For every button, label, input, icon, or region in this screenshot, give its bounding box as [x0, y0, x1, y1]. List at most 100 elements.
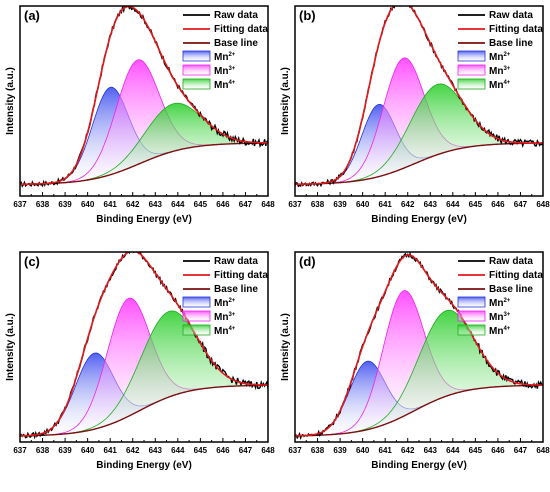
legend-mn3-label: Mn3+ — [214, 312, 236, 323]
x-tick-label: 638 — [311, 446, 325, 455]
legend-mn4-label: Mn4+ — [214, 326, 236, 337]
x-tick-label: 647 — [514, 446, 528, 455]
legend: Raw data Fitting data Base line Mn2+ Mn3+ Mn4… — [182, 256, 268, 337]
x-tick-label: 645 — [469, 446, 483, 455]
legend-raw-label: Raw data — [489, 10, 533, 21]
x-tick-label: 643 — [424, 200, 438, 209]
x-tick-label: 642 — [126, 200, 140, 209]
mn2-peak-area — [295, 361, 543, 436]
x-axis-title: Binding Energy (eV) — [96, 214, 192, 225]
xps-chart-svg: 637 638 639 640 641 642 643 644 645 646 647 648 Bind… — [280, 251, 550, 471]
xps-panel-a: 637 638 639 640 641 642 643 644 645 646 647 648 Bind… — [0, 0, 275, 246]
legend: Raw data Fitting data Base line Mn2+ Mn3+ Mn4… — [182, 10, 268, 91]
legend-mn4-label: Mn4+ — [489, 80, 511, 91]
mn2-peak-area — [20, 87, 268, 185]
x-tick-label: 645 — [469, 200, 483, 209]
x-tick-label: 647 — [514, 200, 528, 209]
mn4-peak-area — [20, 103, 268, 185]
legend-base-label: Base line — [214, 284, 258, 295]
x-tick-label: 640 — [356, 446, 370, 455]
legend-mn4-swatch — [182, 78, 211, 90]
legend-fit-label: Fitting data — [214, 24, 268, 35]
legend-mn3-swatch — [457, 64, 486, 76]
x-tick-label: 646 — [216, 446, 230, 455]
fitting-data-line — [295, 6, 543, 186]
x-tick-label: 644 — [171, 200, 185, 209]
y-axis-title: Intensity (a.u.) — [280, 67, 291, 135]
x-tick-label: 638 — [36, 200, 50, 209]
x-tick-label: 646 — [491, 446, 505, 455]
legend-mn2-swatch — [457, 296, 486, 308]
legend-mn4-label: Mn4+ — [489, 326, 511, 337]
legend-mn2-label: Mn2+ — [214, 298, 236, 309]
legend-mn2-label: Mn2+ — [489, 52, 511, 63]
panel-label: (b) — [299, 8, 316, 23]
x-tick-label: 648 — [536, 200, 550, 209]
legend-mn3-label: Mn3+ — [489, 312, 511, 323]
mn4-peak-area — [295, 83, 543, 185]
legend-mn3-label: Mn3+ — [214, 66, 236, 77]
mn4-peak-area — [295, 310, 543, 436]
legend-mn3-swatch — [182, 64, 211, 76]
x-tick-label: 637 — [13, 200, 27, 209]
fitting-data-line — [295, 254, 543, 437]
xps-chart-svg: 637 638 639 640 641 642 643 644 645 646 647 648 Bind… — [280, 5, 550, 225]
x-tick-label: 644 — [446, 446, 460, 455]
x-tick-label: 642 — [401, 200, 415, 209]
fitting-data-line — [20, 252, 268, 437]
x-tick-label: 642 — [401, 446, 415, 455]
xps-chart-svg: 637 638 639 640 641 642 643 644 645 646 647 648 Bind… — [5, 251, 275, 471]
x-tick-label: 648 — [261, 200, 275, 209]
legend-fit-label: Fitting data — [214, 270, 268, 281]
y-axis-title: Intensity (a.u.) — [5, 313, 16, 381]
mn4-peak-area — [20, 310, 268, 436]
x-tick-label: 643 — [149, 200, 163, 209]
x-tick-label: 637 — [288, 200, 302, 209]
legend-mn2-swatch — [457, 50, 486, 62]
legend-mn4-label: Mn4+ — [214, 80, 236, 91]
y-axis-title: Intensity (a.u.) — [5, 67, 16, 135]
x-tick-label: 638 — [311, 200, 325, 209]
baseline-line — [20, 142, 268, 185]
x-tick-label: 645 — [194, 446, 208, 455]
x-tick-label: 639 — [333, 446, 347, 455]
baseline-line — [20, 384, 268, 437]
legend-mn4-swatch — [182, 324, 211, 336]
x-axis-title: Binding Energy (eV) — [371, 214, 467, 225]
legend-fit-label: Fitting data — [489, 24, 543, 35]
legend-mn2-swatch — [182, 296, 211, 308]
x-tick-label: 637 — [288, 446, 302, 455]
x-tick-label: 637 — [13, 446, 27, 455]
x-tick-label: 646 — [491, 200, 505, 209]
x-tick-label: 648 — [536, 446, 550, 455]
x-tick-label: 644 — [446, 200, 460, 209]
legend: Raw data Fitting data Base line Mn2+ Mn3+ Mn4… — [457, 256, 543, 337]
x-tick-label: 644 — [171, 446, 185, 455]
x-tick-label: 641 — [379, 446, 393, 455]
baseline-line — [295, 384, 543, 437]
x-tick-label: 639 — [333, 200, 347, 209]
x-tick-label: 647 — [239, 446, 253, 455]
legend: Raw data Fitting data Base line Mn2+ Mn3+ Mn4… — [457, 10, 543, 91]
legend-mn4-swatch — [457, 324, 486, 336]
x-tick-label: 642 — [126, 446, 140, 455]
legend-base-label: Base line — [489, 284, 533, 295]
x-tick-label: 640 — [356, 200, 370, 209]
legend-mn4-swatch — [457, 78, 486, 90]
x-tick-label: 647 — [239, 200, 253, 209]
x-tick-label: 638 — [36, 446, 50, 455]
x-tick-label: 639 — [58, 200, 72, 209]
legend-raw-label: Raw data — [489, 256, 533, 267]
legend-base-label: Base line — [214, 38, 258, 49]
panel-label: (d) — [299, 254, 316, 269]
mn3-peak-area — [20, 59, 268, 185]
x-tick-label: 640 — [81, 200, 95, 209]
x-tick-label: 641 — [379, 200, 393, 209]
xps-chart-svg: 637 638 639 640 641 642 643 644 645 646 647 648 Bind… — [5, 5, 275, 225]
x-tick-label: 641 — [104, 446, 118, 455]
x-tick-label: 648 — [261, 446, 275, 455]
x-tick-label: 643 — [149, 446, 163, 455]
panel-label: (c) — [24, 254, 40, 269]
legend-fit-label: Fitting data — [489, 270, 543, 281]
